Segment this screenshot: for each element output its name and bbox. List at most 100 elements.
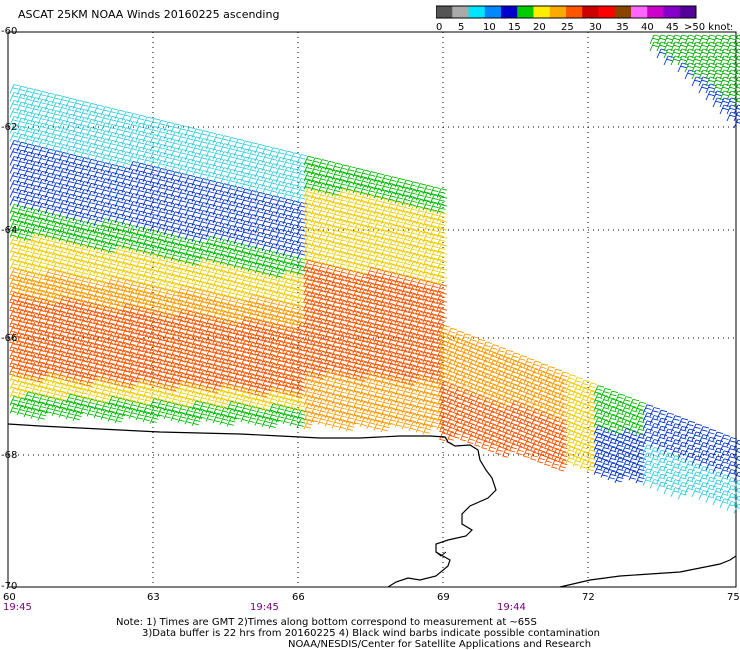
wind-barb (516, 363, 528, 376)
wind-barb (345, 294, 357, 307)
wind-barb (537, 363, 549, 376)
wind-barb (177, 381, 189, 391)
wind-barb (579, 451, 591, 462)
wind-barb (170, 307, 182, 320)
wind-barb (733, 90, 740, 101)
wind-barb (635, 401, 647, 412)
wind-barb (677, 473, 689, 484)
wind-barb (37, 370, 49, 383)
wind-barb (198, 314, 210, 327)
wind-barb (453, 346, 465, 359)
wind-barb (338, 420, 350, 430)
wind-barb (121, 375, 133, 388)
wind-barb (219, 223, 231, 233)
wind-barb (495, 354, 507, 367)
wind-barb (212, 157, 224, 168)
wind-barb (352, 335, 364, 348)
wind-barb (51, 270, 63, 283)
wind-barb (387, 176, 399, 186)
wind-barb (198, 162, 210, 172)
wind-barb (593, 457, 605, 467)
wind-barb (23, 351, 35, 364)
wind-barb (436, 292, 448, 305)
wind-barb (331, 418, 343, 429)
wind-barb (37, 234, 49, 245)
wind-barb (537, 371, 549, 384)
wind-barb (275, 212, 287, 223)
wind-barb (352, 255, 364, 266)
wind-barb (93, 256, 105, 267)
wind-barb (656, 409, 668, 420)
wind-barb (100, 378, 112, 388)
wind-barb (72, 283, 84, 296)
wind-barb (23, 103, 35, 114)
wind-barb (635, 441, 647, 452)
wind-barb (422, 224, 434, 235)
wind-barb (446, 327, 458, 340)
wind-barb (9, 244, 21, 254)
wind-barb (114, 165, 126, 176)
wind-barb (37, 394, 49, 405)
legend-swatch (436, 6, 453, 18)
wind-barb (415, 271, 427, 281)
wind-barb (502, 421, 514, 434)
wind-barb (275, 172, 287, 183)
wind-barb (565, 414, 577, 424)
wind-barb (79, 205, 91, 215)
wind-barb (572, 377, 584, 387)
wind-barb (170, 315, 182, 328)
wind-barb (163, 281, 175, 292)
wind-barb (345, 214, 357, 224)
wind-barb (691, 439, 703, 450)
wind-barb (394, 281, 406, 294)
wind-barb (44, 372, 56, 383)
wind-barb (607, 462, 619, 473)
wind-barb (205, 363, 217, 376)
wind-barb (23, 95, 35, 106)
wind-barb (439, 413, 451, 426)
wind-barb (44, 188, 56, 199)
wind-barb (79, 277, 91, 290)
wind-barb (30, 177, 42, 187)
wind-barb (275, 268, 287, 279)
wind-barb (712, 431, 724, 442)
wind-barb (198, 330, 210, 343)
wind-barb (359, 169, 371, 180)
wind-barb (58, 119, 70, 130)
wind-barb (408, 285, 420, 298)
wind-barb (359, 209, 371, 220)
wind-barb (422, 312, 434, 325)
wind-barb (233, 218, 245, 229)
wind-barb (198, 178, 210, 188)
wind-barb (240, 180, 252, 191)
wind-barb (282, 398, 294, 409)
wind-barb (142, 116, 154, 127)
wind-barb (394, 321, 406, 334)
wind-barb (128, 401, 140, 411)
wind-barb (366, 235, 378, 245)
wind-barb (607, 454, 619, 465)
wind-barb (30, 241, 42, 251)
wind-barb (79, 213, 91, 223)
wind-barb (684, 48, 696, 59)
wind-barb (163, 313, 175, 326)
wind-barb (114, 141, 126, 152)
wind-barb (121, 311, 133, 324)
wind-barb (387, 256, 399, 266)
wind-barb (72, 99, 84, 110)
wind-barb (275, 252, 287, 263)
wind-barb (219, 271, 231, 281)
wind-barb (30, 89, 42, 99)
wind-barb (114, 301, 126, 314)
wind-barb (128, 209, 140, 219)
wind-barb (691, 447, 703, 458)
wind-barb (226, 416, 238, 427)
wind-barb (149, 214, 161, 224)
wind-barb (184, 382, 196, 393)
wind-barb (282, 342, 294, 355)
wind-barb (226, 232, 238, 243)
wind-barb (663, 476, 675, 487)
wind-barb (156, 407, 168, 418)
wind-barb (107, 203, 119, 214)
wind-barb (254, 271, 266, 282)
